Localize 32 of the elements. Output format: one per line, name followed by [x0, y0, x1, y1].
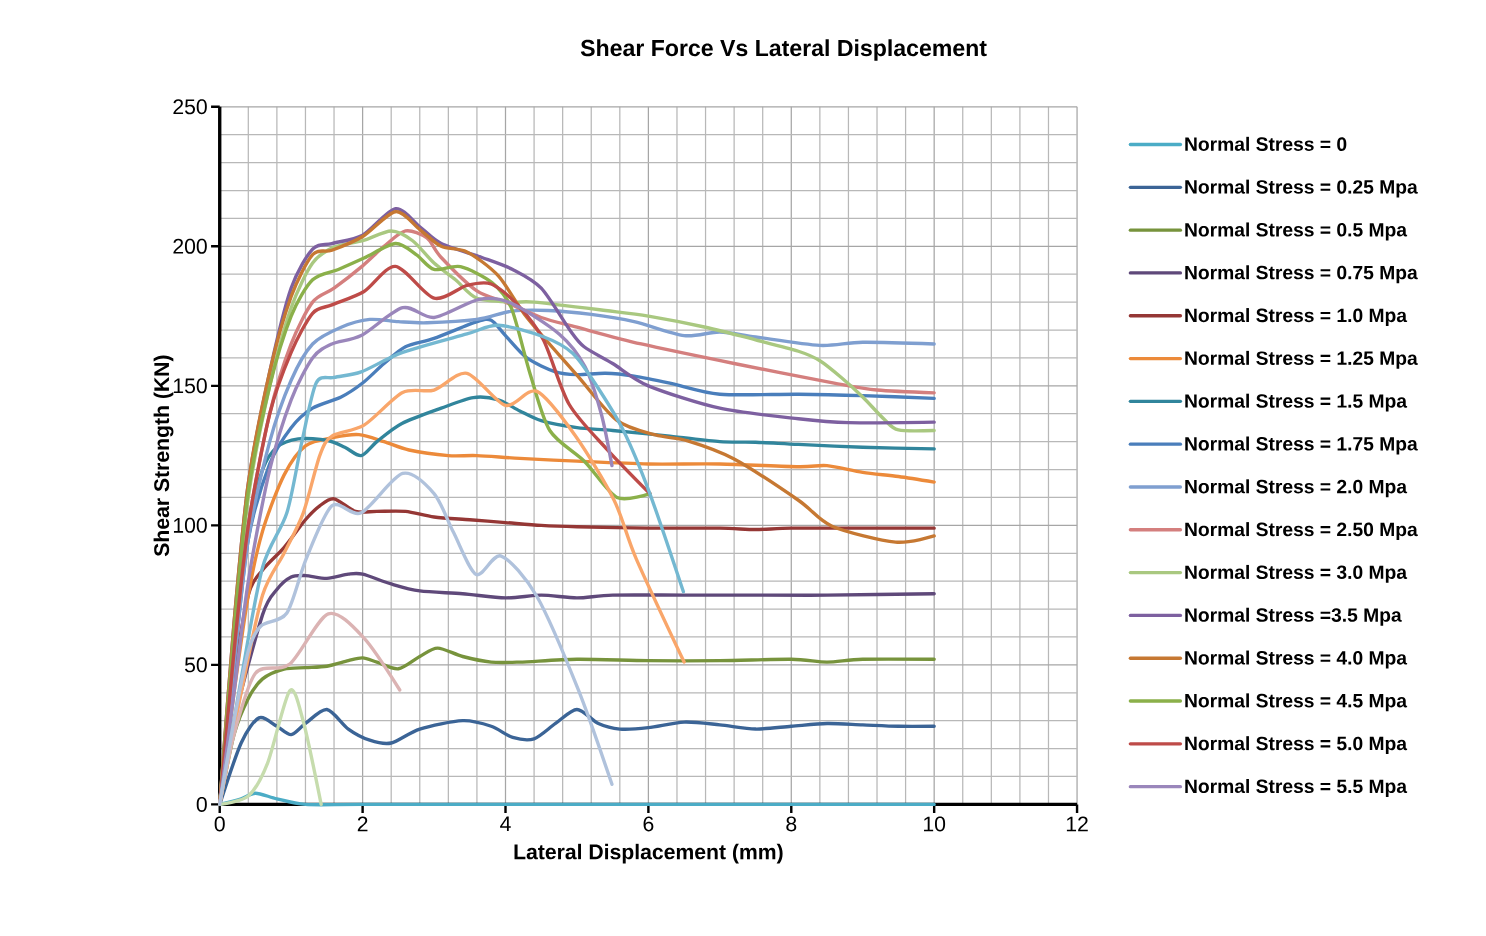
x-tick-label: 2	[357, 816, 368, 832]
legend-label: Normal Stress = 2.50 Mpa	[1185, 522, 1418, 540]
legend-label: Normal Stress =3.5 Mpa	[1185, 607, 1402, 626]
x-tick-label: 4	[500, 816, 511, 831]
legend-label: Normal Stress = 5.0 Mpa	[1185, 736, 1408, 754]
y-tick-label: 150	[173, 378, 207, 394]
x-tick-label: 8	[786, 816, 797, 832]
x-tick-label: 0	[214, 816, 225, 832]
legend-label: Normal Stress = 1.25 Mpa	[1185, 350, 1418, 369]
legend-label: Normal Stress = 0	[1185, 136, 1347, 151]
legend-label: Normal Stress = 1.5 Mpa	[1185, 393, 1408, 412]
legend-label: Normal Stress = 3.0 Mpa	[1185, 564, 1408, 583]
legend-label: Normal Stress = 2.0 Mpa	[1185, 479, 1408, 498]
y-axis-title: Shear Strength (KN)	[153, 355, 174, 557]
x-tick-label: 6	[643, 816, 654, 832]
y-tick-label: 50	[184, 657, 207, 673]
chart-title: Shear Force Vs Lateral Displacement	[580, 39, 987, 61]
legend-label: Normal Stress = 1.75 Mpa	[1185, 436, 1418, 455]
x-axis-title: Lateral Displacement (mm)	[514, 843, 783, 864]
legend-label: Normal Stress = 5.5 Mpa	[1185, 778, 1408, 797]
y-tick-label: 200	[173, 238, 207, 254]
y-tick-label: 250	[173, 99, 207, 115]
legend-label: Normal Stress = 0.75 Mpa	[1185, 265, 1418, 284]
legend-label: Normal Stress = 0.5 Mpa	[1185, 222, 1408, 241]
y-tick-label: 100	[173, 517, 207, 533]
x-tick-label: 10	[924, 816, 946, 832]
y-tick-label: 0	[196, 796, 207, 812]
legend-label: Normal Stress = 1.0 Mpa	[1185, 307, 1408, 326]
x-tick-label: 12	[1066, 816, 1088, 832]
legend-label: Normal Stress = 4.0 Mpa	[1185, 650, 1408, 669]
legend-label: Normal Stress = 0.25 Mpa	[1185, 179, 1418, 198]
legend-label: Normal Stress = 4.5 Mpa	[1185, 693, 1408, 712]
